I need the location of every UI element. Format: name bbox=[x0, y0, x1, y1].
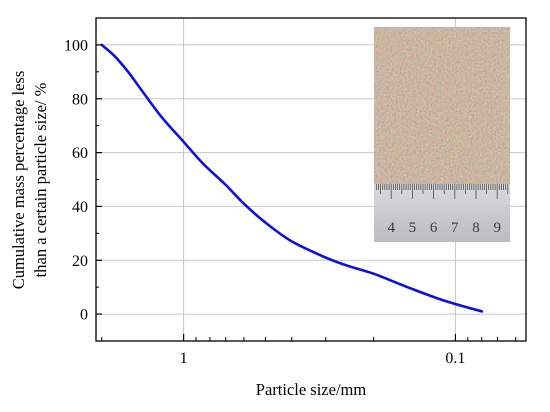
y-tick-label: 0 bbox=[80, 307, 88, 324]
y-axis-title-line-1: Cumulative mass percentage less bbox=[9, 71, 28, 290]
x-axis-tick-labels: 1 0.1 bbox=[180, 350, 466, 367]
ruler-ticks bbox=[375, 184, 509, 199]
y-axis-title-line-2: than a certain particle size/ % bbox=[31, 82, 50, 277]
y-tick-label: 20 bbox=[72, 253, 88, 270]
ruler-number: 4 bbox=[387, 220, 395, 236]
x-axis-title: Particle size/mm bbox=[256, 380, 367, 399]
y-tick-label: 80 bbox=[72, 91, 88, 108]
ruler-number: 7 bbox=[451, 220, 459, 236]
x-tick-label: 1 bbox=[180, 350, 188, 367]
sample-photo-ruler bbox=[374, 184, 510, 242]
y-axis-tick-labels: 0 20 40 60 80 100 bbox=[64, 37, 88, 323]
ruler-number: 9 bbox=[493, 220, 501, 236]
y-axis-ticks bbox=[96, 17, 102, 342]
cumulative-curve bbox=[100, 43, 484, 313]
sample-photo-sand-texture bbox=[374, 27, 510, 184]
ruler-number: 5 bbox=[409, 220, 417, 236]
x-axis-ticks bbox=[101, 334, 517, 341]
x-tick-label: 0.1 bbox=[445, 350, 465, 367]
y-tick-label: 100 bbox=[64, 37, 88, 54]
ruler-number: 6 bbox=[430, 220, 438, 236]
y-tick-label: 60 bbox=[72, 145, 88, 162]
y-tick-label: 40 bbox=[72, 199, 88, 216]
ruler-number: 8 bbox=[472, 220, 480, 236]
grid-lines bbox=[96, 18, 526, 341]
